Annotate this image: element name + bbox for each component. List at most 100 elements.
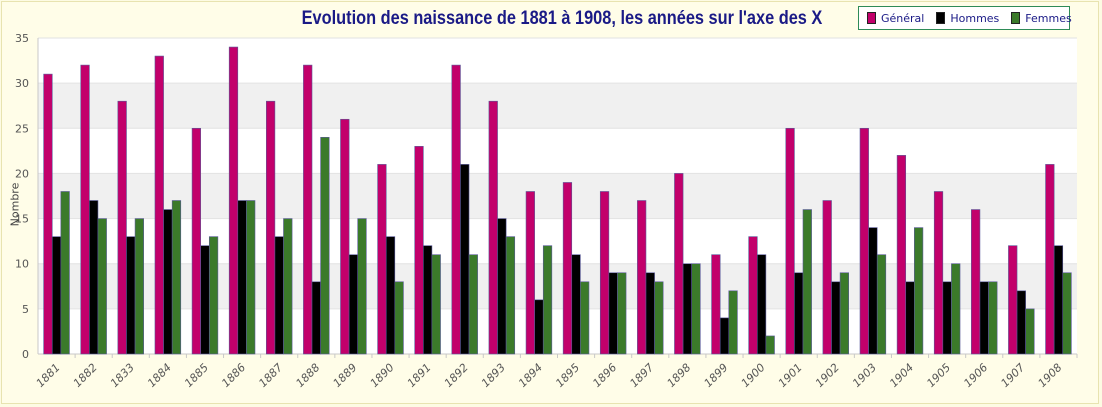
bar-femmes-1884 — [171, 200, 182, 355]
bar-hommes-1892 — [460, 164, 470, 355]
x-tick-label: 1898 — [665, 361, 694, 390]
bar-gnral-1899 — [711, 254, 721, 355]
bar-femmes-1901 — [802, 209, 812, 355]
x-tick-label: 1900 — [739, 361, 768, 390]
bar-femmes-1833 — [134, 218, 144, 355]
x-tick-label: 1904 — [887, 361, 916, 390]
x-tick-label: 1833 — [108, 361, 137, 390]
x-tick-label: 1882 — [71, 361, 100, 390]
bar-femmes-1900 — [765, 335, 775, 355]
bar-hommes-1882 — [89, 200, 99, 355]
x-tick-label: 1890 — [368, 361, 397, 390]
bar-hommes-1895 — [571, 254, 581, 355]
legend-swatch-general — [867, 12, 876, 24]
bar-hommes-1900 — [756, 254, 767, 355]
bar-hommes-1889 — [348, 254, 359, 355]
bar-gnral-1901 — [785, 127, 795, 355]
y-tick-label: 5 — [22, 303, 29, 316]
bar-femmes-1888 — [320, 137, 330, 355]
bar-hommes-1904 — [905, 281, 915, 355]
bar-femmes-1905 — [951, 263, 961, 355]
bar-gnral-1893 — [488, 100, 498, 355]
bar-gnral-1892 — [451, 64, 461, 355]
y-tick-label: 25 — [15, 122, 29, 135]
x-tick-label: 1892 — [442, 361, 471, 390]
bar-hommes-1887 — [274, 236, 284, 355]
x-tick-label: 1889 — [331, 361, 360, 390]
bar-gnral-1904 — [896, 155, 907, 355]
bar-hommes-1890 — [385, 236, 396, 355]
bar-gnral-1902 — [822, 200, 832, 355]
x-tick-label: 1888 — [293, 361, 322, 390]
bar-hommes-1899 — [719, 317, 730, 355]
x-tick-label: 1908 — [1036, 361, 1065, 390]
bar-femmes-1893 — [505, 236, 516, 355]
bar-gnral-1905 — [933, 191, 944, 355]
legend-label-hommes: Hommes — [950, 11, 1000, 25]
bar-hommes-1901 — [794, 272, 804, 355]
x-tick-label: 1887 — [256, 361, 285, 390]
bar-femmes-1889 — [357, 218, 367, 355]
bar-femmes-1882 — [97, 218, 107, 355]
x-tick-label: 1896 — [590, 361, 619, 390]
bar-femmes-1906 — [988, 281, 998, 355]
legend-label-general: Général — [881, 11, 925, 25]
bar-hommes-1897 — [645, 272, 655, 355]
bar-hommes-1885 — [200, 245, 210, 355]
bar-gnral-1896 — [599, 191, 610, 355]
bar-hommes-1905 — [942, 281, 952, 355]
y-tick-label: 30 — [15, 77, 29, 90]
bar-femmes-1892 — [468, 254, 478, 355]
grid-band — [38, 83, 1077, 129]
x-tick-label: 1902 — [813, 361, 842, 390]
bar-hommes-1893 — [497, 218, 507, 355]
x-tick-label: 1899 — [702, 361, 731, 390]
bar-hommes-1833 — [126, 236, 136, 355]
bar-hommes-1894 — [534, 299, 544, 355]
bar-hommes-1906 — [979, 281, 989, 355]
bar-gnral-1881 — [43, 73, 53, 355]
bar-gnral-1906 — [971, 209, 981, 355]
bar-femmes-1881 — [60, 191, 70, 355]
x-tick-label: 1907 — [998, 361, 1027, 390]
bar-gnral-1833 — [117, 100, 127, 355]
bar-gnral-1907 — [1008, 245, 1018, 355]
y-tick-label: 0 — [22, 348, 29, 361]
bar-femmes-1903 — [876, 254, 887, 355]
legend-item-hommes[interactable]: Hommes — [936, 12, 999, 25]
chart-legend[interactable]: Général Hommes Femmes — [858, 6, 1072, 30]
bar-hommes-1908 — [1053, 245, 1064, 355]
x-tick-label: 1895 — [553, 361, 582, 390]
y-tick-label: 35 — [15, 32, 29, 45]
bar-femmes-1886 — [246, 200, 256, 355]
y-tick-label: 10 — [15, 258, 29, 271]
bar-hommes-1884 — [163, 209, 173, 355]
bar-gnral-1903 — [859, 127, 869, 355]
bar-hommes-1903 — [868, 227, 878, 355]
bar-femmes-1904 — [914, 227, 924, 355]
bar-femmes-1897 — [654, 281, 664, 355]
x-tick-label: 1881 — [34, 361, 63, 390]
chart-title: Evolution des naissance de 1881 à 1908, … — [301, 8, 823, 29]
x-tick-label: 1906 — [961, 361, 990, 390]
bar-gnral-1886 — [228, 46, 239, 355]
legend-item-general[interactable]: Général — [867, 12, 924, 25]
bar-hommes-1898 — [682, 263, 692, 355]
x-tick-label: 1903 — [850, 361, 879, 390]
bar-hommes-1907 — [1016, 290, 1026, 355]
legend-item-femmes[interactable]: Femmes — [1011, 12, 1072, 25]
bar-gnral-1890 — [377, 164, 387, 355]
bar-hommes-1891 — [423, 245, 433, 355]
bar-femmes-1887 — [283, 218, 293, 355]
bar-gnral-1898 — [674, 173, 684, 355]
bar-femmes-1885 — [208, 236, 219, 355]
bar-hommes-1902 — [831, 281, 841, 355]
bar-femmes-1890 — [394, 281, 404, 355]
x-tick-label: 1886 — [219, 361, 248, 390]
x-tick-label: 1901 — [776, 361, 805, 390]
bar-hommes-1881 — [51, 236, 62, 355]
bar-hommes-1886 — [237, 200, 247, 355]
bar-gnral-1887 — [265, 100, 276, 355]
bar-femmes-1899 — [728, 290, 738, 355]
